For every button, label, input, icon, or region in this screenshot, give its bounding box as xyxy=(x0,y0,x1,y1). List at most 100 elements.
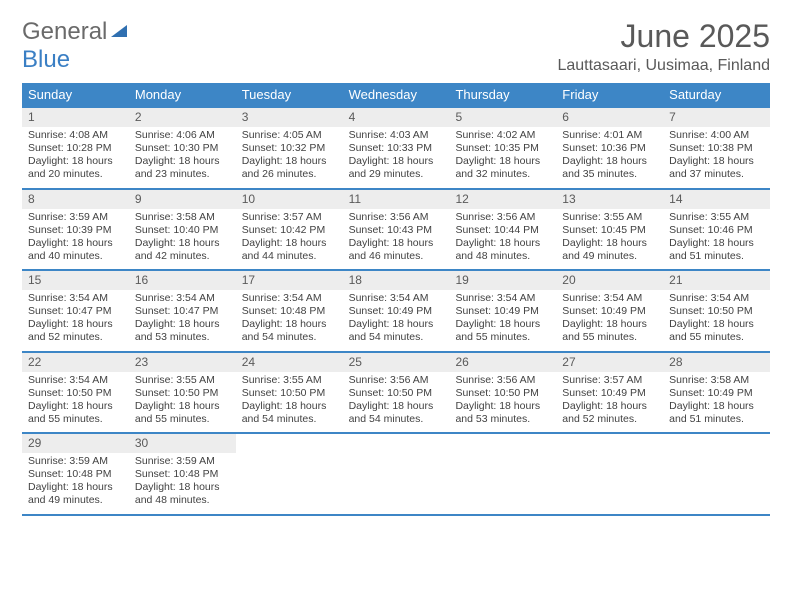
day-body: Sunrise: 3:59 AMSunset: 10:48 PMDaylight… xyxy=(22,453,129,514)
sunset-line: Sunset: 10:30 PM xyxy=(135,142,230,155)
daylight-line: Daylight: 18 hours and 55 minutes. xyxy=(135,400,230,426)
day-body: Sunrise: 3:55 AMSunset: 10:46 PMDaylight… xyxy=(663,209,770,270)
sunrise-line: Sunrise: 3:58 AM xyxy=(135,211,230,224)
day-cell: 2 Sunrise: 4:06 AMSunset: 10:30 PMDayligh… xyxy=(129,108,236,188)
day-body: Sunrise: 3:56 AMSunset: 10:50 PMDaylight… xyxy=(449,372,556,433)
sunset-line: Sunset: 10:33 PM xyxy=(349,142,444,155)
sunrise-line: Sunrise: 3:54 AM xyxy=(669,292,764,305)
day-cell: 20Sunrise: 3:54 AMSunset: 10:49 PMDaylig… xyxy=(556,271,663,351)
day-cell: 29Sunrise: 3:59 AMSunset: 10:48 PMDaylig… xyxy=(22,434,129,514)
daylight-line: Daylight: 18 hours and 49 minutes. xyxy=(562,237,657,263)
daylight-line: Daylight: 18 hours and 26 minutes. xyxy=(242,155,337,181)
daylight-line: Daylight: 18 hours and 49 minutes. xyxy=(28,481,123,507)
day-cell: 7Sunrise: 4:00 AMSunset: 10:38 PMDayligh… xyxy=(663,108,770,188)
day-body: Sunrise: 3:56 AMSunset: 10:43 PMDaylight… xyxy=(343,209,450,270)
day-cell: 17Sunrise: 3:54 AMSunset: 10:48 PMDaylig… xyxy=(236,271,343,351)
sunrise-line: Sunrise: 3:54 AM xyxy=(135,292,230,305)
sunset-line: Sunset: 10:47 PM xyxy=(28,305,123,318)
day-cell: 12Sunrise: 3:56 AMSunset: 10:44 PMDaylig… xyxy=(449,190,556,270)
day-cell: 11Sunrise: 3:56 AMSunset: 10:43 PMDaylig… xyxy=(343,190,450,270)
day-cell: 25Sunrise: 3:56 AMSunset: 10:50 PMDaylig… xyxy=(343,353,450,433)
day-number: 24 xyxy=(236,353,343,372)
day-cell: 6Sunrise: 4:01 AMSunset: 10:36 PMDayligh… xyxy=(556,108,663,188)
day-cell: 27Sunrise: 3:57 AMSunset: 10:49 PMDaylig… xyxy=(556,353,663,433)
day-cell: 28Sunrise: 3:58 AMSunset: 10:49 PMDaylig… xyxy=(663,353,770,433)
day-cell: 26Sunrise: 3:56 AMSunset: 10:50 PMDaylig… xyxy=(449,353,556,433)
day-body: Sunrise: 3:59 AMSunset: 10:39 PMDaylight… xyxy=(22,209,129,270)
sunrise-line: Sunrise: 3:55 AM xyxy=(562,211,657,224)
day-number: 21 xyxy=(663,271,770,290)
sunset-line: Sunset: 10:49 PM xyxy=(349,305,444,318)
sunrise-line: Sunrise: 3:54 AM xyxy=(349,292,444,305)
logo-text: General Blue xyxy=(22,18,131,74)
sunrise-line: Sunrise: 4:06 AM xyxy=(135,129,230,142)
day-number: 27 xyxy=(556,353,663,372)
day-number: 2 xyxy=(129,108,236,127)
sunset-line: Sunset: 10:42 PM xyxy=(242,224,337,237)
daylight-line: Daylight: 18 hours and 52 minutes. xyxy=(562,400,657,426)
sunset-line: Sunset: 10:36 PM xyxy=(562,142,657,155)
logo-sail-icon xyxy=(109,23,129,39)
page-title: June 2025 xyxy=(557,18,770,55)
empty-day-cell xyxy=(343,434,450,514)
daylight-line: Daylight: 18 hours and 55 minutes. xyxy=(669,318,764,344)
daylight-line: Daylight: 18 hours and 23 minutes. xyxy=(135,155,230,181)
day-number: 3 xyxy=(236,108,343,127)
sunrise-line: Sunrise: 3:59 AM xyxy=(135,455,230,468)
sunset-line: Sunset: 10:50 PM xyxy=(455,387,550,400)
sunset-line: Sunset: 10:39 PM xyxy=(28,224,123,237)
daylight-line: Daylight: 18 hours and 54 minutes. xyxy=(349,318,444,344)
sunset-line: Sunset: 10:50 PM xyxy=(242,387,337,400)
day-number: 1 xyxy=(22,108,129,127)
day-body: Sunrise: 3:56 AMSunset: 10:44 PMDaylight… xyxy=(449,209,556,270)
daylight-line: Daylight: 18 hours and 20 minutes. xyxy=(28,155,123,181)
sunrise-line: Sunrise: 3:57 AM xyxy=(242,211,337,224)
day-body: Sunrise: 3:55 AMSunset: 10:50 PMDaylight… xyxy=(236,372,343,433)
day-cell: 5Sunrise: 4:02 AMSunset: 10:35 PMDayligh… xyxy=(449,108,556,188)
daylight-line: Daylight: 18 hours and 55 minutes. xyxy=(455,318,550,344)
sunrise-line: Sunrise: 3:54 AM xyxy=(242,292,337,305)
day-body: Sunrise: 3:59 AMSunset: 10:48 PMDaylight… xyxy=(129,453,236,514)
daylight-line: Daylight: 18 hours and 55 minutes. xyxy=(562,318,657,344)
sunrise-line: Sunrise: 4:08 AM xyxy=(28,129,123,142)
logo-bottom: Blue xyxy=(22,46,131,74)
day-body: Sunrise: 4:00 AMSunset: 10:38 PMDaylight… xyxy=(663,127,770,188)
day-number: 7 xyxy=(663,108,770,127)
week-row: 29Sunrise: 3:59 AMSunset: 10:48 PMDaylig… xyxy=(22,434,770,516)
sunset-line: Sunset: 10:46 PM xyxy=(669,224,764,237)
day-cell: 14Sunrise: 3:55 AMSunset: 10:46 PMDaylig… xyxy=(663,190,770,270)
week-row: 22Sunrise: 3:54 AMSunset: 10:50 PMDaylig… xyxy=(22,353,770,435)
sunset-line: Sunset: 10:48 PM xyxy=(28,468,123,481)
sunset-line: Sunset: 10:32 PM xyxy=(242,142,337,155)
calendar: SundayMondayTuesdayWednesdayThursdayFrid… xyxy=(22,83,770,516)
day-cell: 22Sunrise: 3:54 AMSunset: 10:50 PMDaylig… xyxy=(22,353,129,433)
day-number: 19 xyxy=(449,271,556,290)
sunset-line: Sunset: 10:49 PM xyxy=(562,305,657,318)
page-subtitle: Lauttasaari, Uusimaa, Finland xyxy=(557,57,770,75)
daylight-line: Daylight: 18 hours and 55 minutes. xyxy=(28,400,123,426)
day-number: 12 xyxy=(449,190,556,209)
day-cell: 9Sunrise: 3:58 AMSunset: 10:40 PMDayligh… xyxy=(129,190,236,270)
day-number: 22 xyxy=(22,353,129,372)
weekday-header: Friday xyxy=(556,83,663,106)
weekday-header: Saturday xyxy=(663,83,770,106)
day-body: Sunrise: 3:57 AMSunset: 10:42 PMDaylight… xyxy=(236,209,343,270)
sunset-line: Sunset: 10:49 PM xyxy=(455,305,550,318)
day-number: 30 xyxy=(129,434,236,453)
day-body: Sunrise: 3:54 AMSunset: 10:50 PMDaylight… xyxy=(663,290,770,351)
logo-top: General xyxy=(22,18,107,45)
sunrise-line: Sunrise: 3:56 AM xyxy=(349,374,444,387)
sunset-line: Sunset: 10:50 PM xyxy=(669,305,764,318)
sunset-line: Sunset: 10:48 PM xyxy=(242,305,337,318)
day-cell: 24Sunrise: 3:55 AMSunset: 10:50 PMDaylig… xyxy=(236,353,343,433)
day-number: 25 xyxy=(343,353,450,372)
day-cell: 15Sunrise: 3:54 AMSunset: 10:47 PMDaylig… xyxy=(22,271,129,351)
sunset-line: Sunset: 10:49 PM xyxy=(562,387,657,400)
day-number: 20 xyxy=(556,271,663,290)
sunrise-line: Sunrise: 3:54 AM xyxy=(28,292,123,305)
sunset-line: Sunset: 10:40 PM xyxy=(135,224,230,237)
day-cell: 13Sunrise: 3:55 AMSunset: 10:45 PMDaylig… xyxy=(556,190,663,270)
daylight-line: Daylight: 18 hours and 53 minutes. xyxy=(455,400,550,426)
day-body: Sunrise: 4:03 AMSunset: 10:33 PMDaylight… xyxy=(343,127,450,188)
daylight-line: Daylight: 18 hours and 32 minutes. xyxy=(455,155,550,181)
